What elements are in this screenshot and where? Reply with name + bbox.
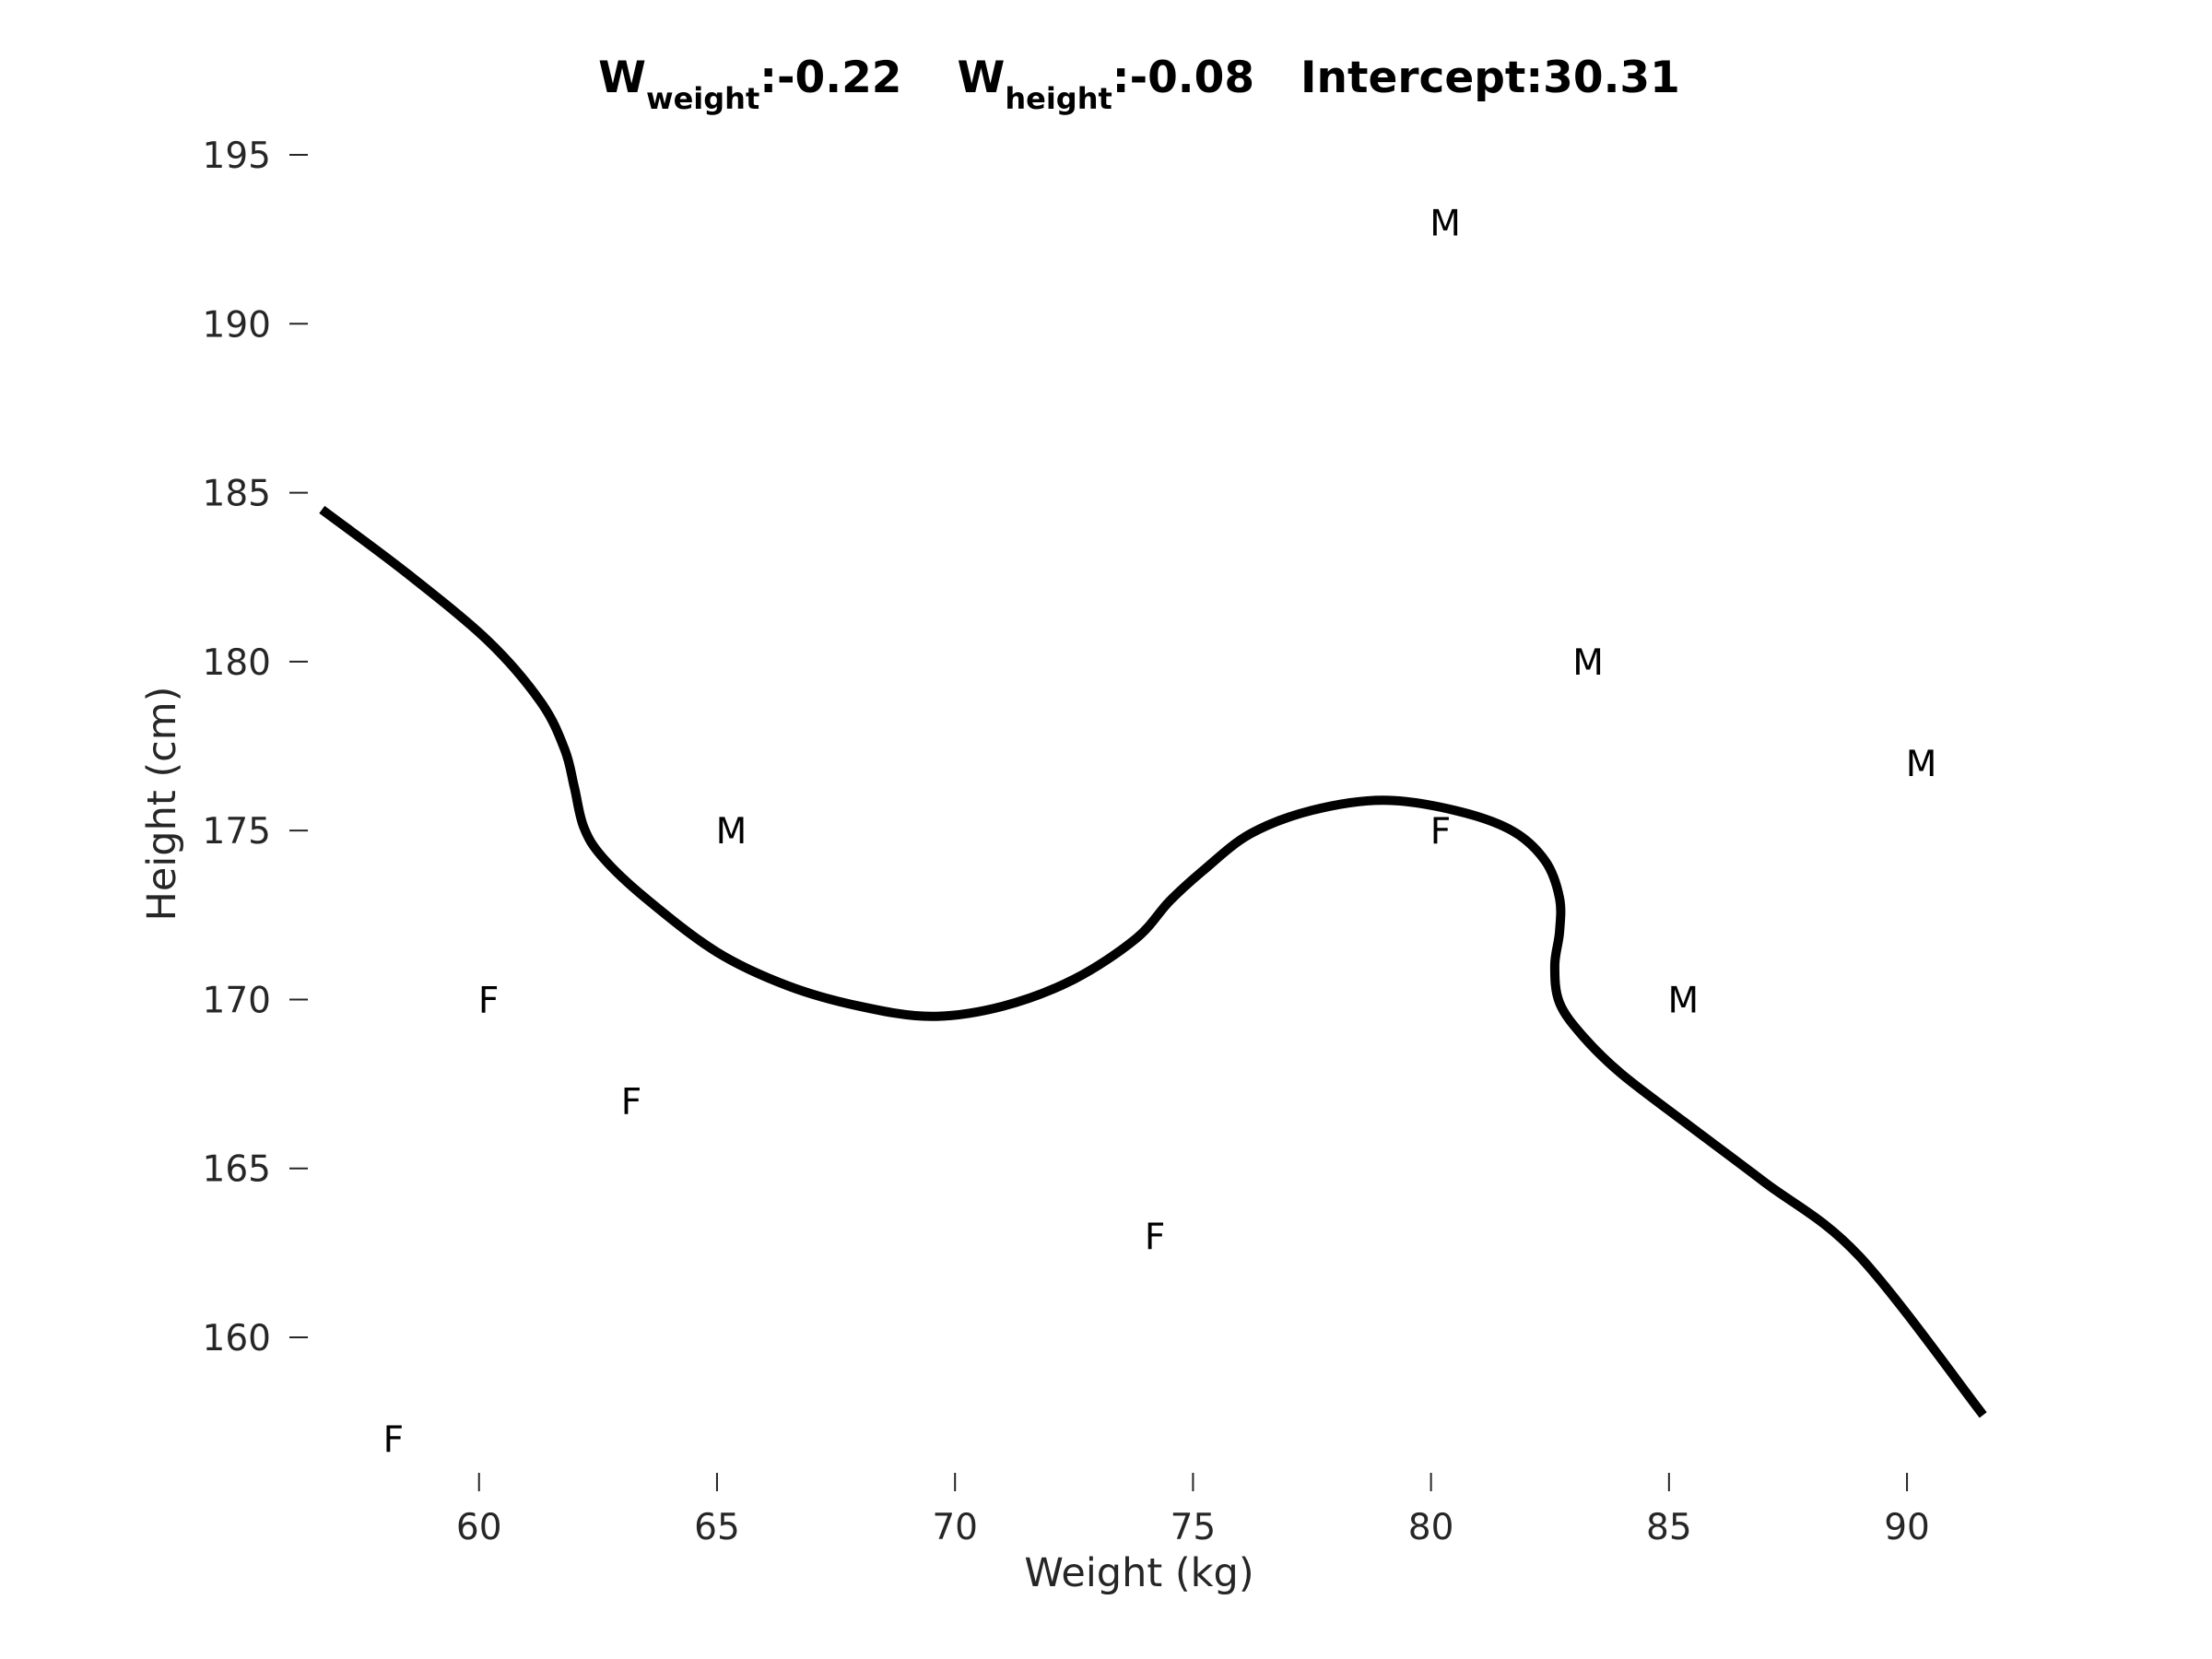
y-tick-label: 175 [203, 811, 271, 853]
x-tick-label: 70 [932, 1507, 978, 1548]
chart-title: Wweight:-0.22 Wheight:-0.08 Intercept:30.3… [598, 53, 1680, 116]
x-tick-label: 90 [1884, 1507, 1930, 1548]
decision-boundary-line [319, 505, 1987, 1418]
title-w-height: W [958, 53, 1006, 103]
x-tick-label: 65 [694, 1507, 740, 1548]
data-point-M: M [1430, 203, 1461, 244]
title-intercept: Intercept:30.31 [1300, 53, 1680, 103]
x-tick-label: 80 [1408, 1507, 1454, 1548]
data-point-F: F [1145, 1217, 1165, 1258]
x-tick-label: 85 [1646, 1507, 1692, 1548]
x-tick-label: 75 [1171, 1507, 1217, 1548]
title-w-weight: W [598, 53, 646, 103]
y-axis-label: Height (cm) [139, 687, 185, 922]
data-point-M: M [1572, 642, 1604, 684]
x-tick-label: 60 [456, 1507, 502, 1548]
data-point-F: F [1430, 811, 1451, 853]
y-tick-label: 165 [203, 1149, 271, 1191]
data-point-F: F [621, 1081, 641, 1123]
data-point-F: F [383, 1419, 404, 1461]
y-tick-label: 180 [203, 642, 271, 684]
data-point-M: M [716, 811, 747, 853]
y-axis: 160 165 170 175 180 185 190 195 [203, 135, 308, 1359]
y-tick-label: 195 [203, 135, 271, 177]
x-axis-label: Weight (kg) [1024, 1550, 1253, 1596]
data-point-M: M [1906, 744, 1937, 785]
y-tick-label: 170 [203, 980, 271, 1021]
title-w-height-sub: height [1005, 81, 1112, 116]
data-point-F: F [478, 980, 499, 1021]
y-tick-label: 185 [203, 474, 271, 515]
data-point-M: M [1668, 980, 1700, 1021]
y-tick-label: 160 [203, 1318, 271, 1359]
title-w-height-value: :-0.08 [1112, 53, 1254, 103]
scatter-points: F F F M F F M M M M [383, 203, 1937, 1461]
x-axis: 60 65 70 75 80 85 90 [456, 1473, 1930, 1548]
title-w-weight-sub: weight [646, 81, 759, 116]
y-tick-label: 190 [203, 304, 271, 346]
title-w-weight-value: :-0.22 [759, 53, 901, 103]
